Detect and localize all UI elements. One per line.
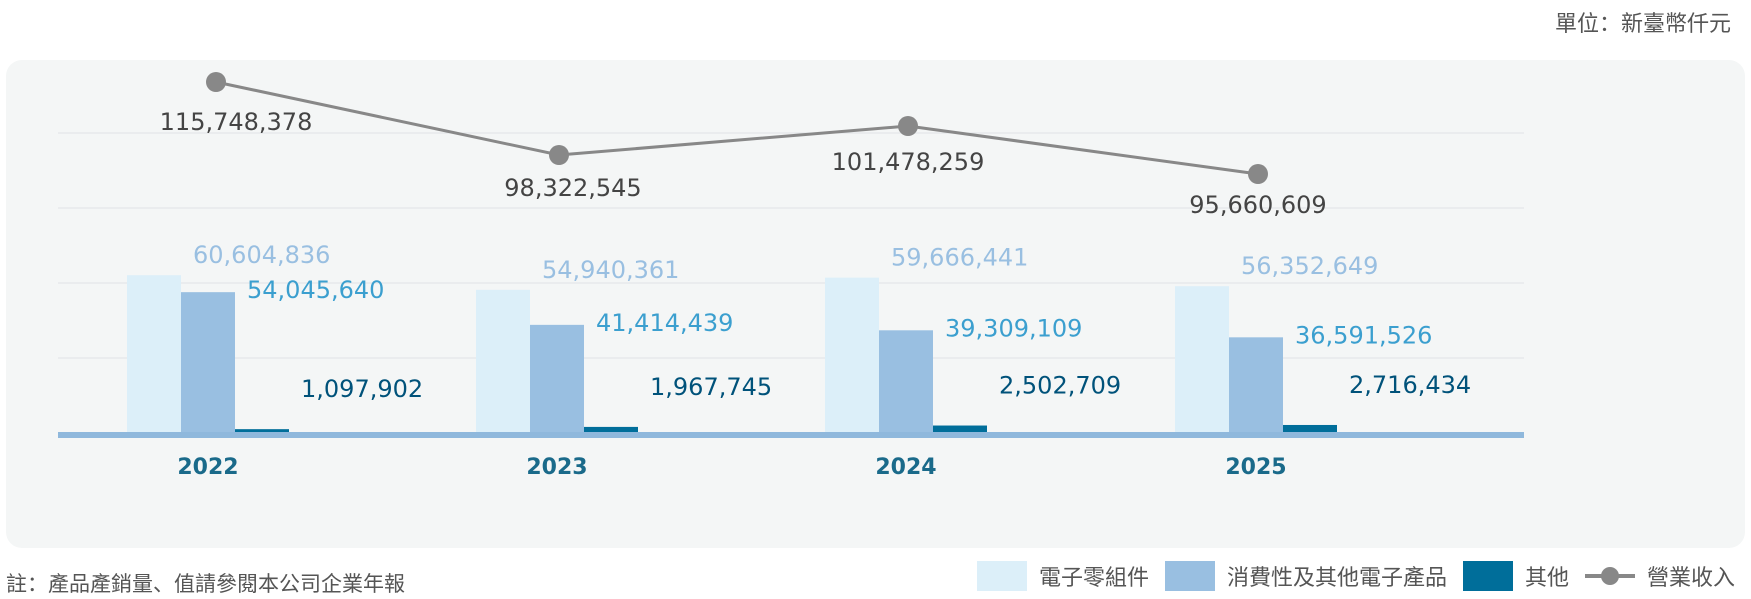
revenue-point-2023 — [549, 145, 569, 165]
legend-swatch-consumer-electronics — [1164, 561, 1215, 591]
bar-2025-series-1 — [1175, 286, 1229, 432]
x-tick-label-2024: 2024 — [875, 455, 936, 480]
revenue-point-2022 — [206, 72, 226, 92]
bar-2025-series-2 — [1229, 337, 1283, 432]
revenue-label-2022: 115,748,378 — [160, 108, 313, 136]
bar-2024-series-3 — [933, 425, 987, 432]
legend: 電子零組件 消費性及其他電子產品 其他 營業收入 — [976, 560, 1735, 592]
revenue-point-2024 — [898, 116, 918, 136]
legend-line-icon — [1584, 561, 1635, 591]
data-label-2022-series-1: 60,604,836 — [193, 241, 330, 269]
legend-swatch-electronic-components — [976, 561, 1027, 591]
revenue-label-2024: 101,478,259 — [832, 148, 985, 176]
footnote: 註：產品產銷量、值請參閱本公司企業年報 — [6, 572, 405, 596]
legend-item-consumer-electronics: 消費性及其他電子產品 — [1164, 560, 1447, 592]
revenue-label-2023: 98,322,545 — [504, 174, 641, 202]
data-label-2024-series-3: 2,502,709 — [999, 372, 1121, 400]
unit-note: 單位：新臺幣仟元 — [1554, 12, 1731, 37]
legend-item-electronic-components: 電子零組件 — [976, 560, 1149, 592]
revenue-label-2025: 95,660,609 — [1189, 191, 1326, 219]
legend-label-revenue: 營業收入 — [1646, 566, 1735, 591]
data-label-2024-series-2: 39,309,109 — [945, 314, 1082, 342]
data-label-2023-series-1: 54,940,361 — [542, 256, 679, 284]
data-label-2023-series-3: 1,967,745 — [650, 373, 772, 401]
legend-label-consumer-electronics: 消費性及其他電子產品 — [1226, 566, 1447, 591]
x-tick-label-2022: 2022 — [177, 455, 238, 480]
bar-2023-series-2 — [530, 324, 584, 432]
data-label-2022-series-3: 1,097,902 — [301, 375, 423, 403]
x-axis-baseline — [58, 432, 1524, 438]
revenue-point-2025 — [1248, 164, 1268, 184]
revenue-line — [215, 80, 1259, 176]
legend-item-other: 其他 — [1462, 560, 1569, 592]
bar-2023-series-3 — [584, 426, 638, 432]
legend-swatch-other — [1462, 561, 1513, 591]
bar-2022-series-2 — [181, 292, 235, 432]
bar-2024-series-2 — [879, 330, 933, 432]
data-label-2024-series-1: 59,666,441 — [891, 244, 1028, 272]
legend-label-other: 其他 — [1524, 566, 1569, 591]
bar-2023-series-1 — [476, 289, 530, 432]
data-label-2025-series-3: 2,716,434 — [1349, 371, 1471, 399]
revenue-chart: 60,604,836 54,045,640 1,097,902 2022 54,940,… — [58, 72, 1524, 480]
data-label-2022-series-2: 54,045,640 — [247, 276, 384, 304]
bar-2025-series-3 — [1283, 424, 1337, 432]
data-label-2025-series-2: 36,591,526 — [1295, 321, 1432, 349]
data-label-2025-series-1: 56,352,649 — [1241, 252, 1378, 280]
x-tick-label-2023: 2023 — [526, 455, 587, 480]
data-label-2023-series-2: 41,414,439 — [596, 309, 733, 337]
legend-item-revenue: 營業收入 — [1584, 560, 1735, 592]
bar-2022-series-3 — [235, 429, 289, 432]
x-tick-label-2025: 2025 — [1225, 455, 1286, 480]
legend-label-electronic-components: 電子零組件 — [1038, 566, 1149, 591]
bar-2024-series-1 — [825, 277, 879, 432]
bar-2022-series-1 — [127, 275, 181, 432]
